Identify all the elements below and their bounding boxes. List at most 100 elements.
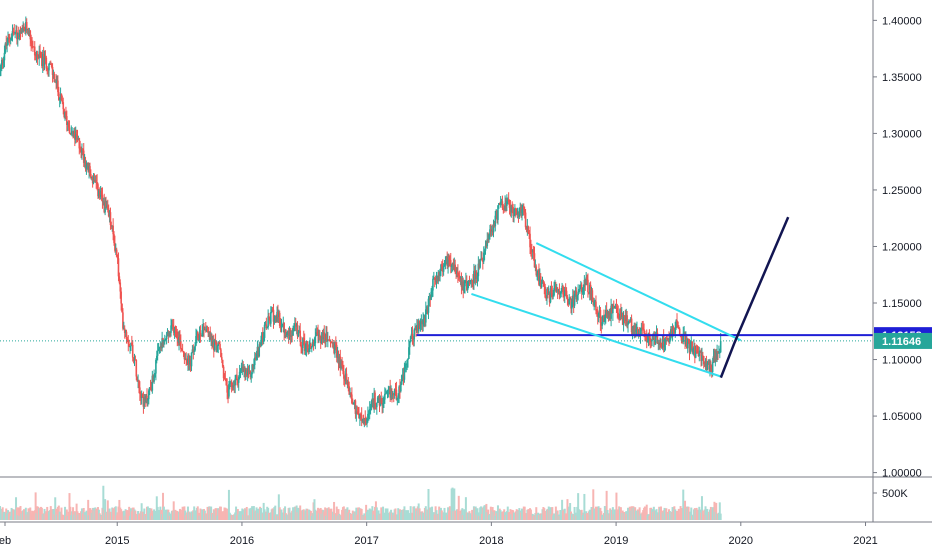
candle-body — [567, 299, 570, 305]
channel-upper-line[interactable] — [535, 242, 742, 342]
time-tick-label: eb — [0, 535, 11, 547]
candle-body — [425, 309, 427, 323]
candle-body — [487, 238, 489, 240]
price-tick-label: 1.05000 — [882, 411, 922, 423]
candle-body — [556, 288, 559, 292]
candle-body — [244, 368, 246, 374]
candle-body — [26, 28, 29, 30]
candle-body — [623, 315, 626, 317]
candle-body — [200, 335, 203, 337]
candle-body — [632, 327, 635, 334]
candle-body — [419, 323, 422, 327]
candle-body — [320, 336, 323, 344]
volume-bar — [104, 499, 107, 520]
candle-body — [705, 361, 708, 371]
candle-body — [570, 298, 572, 309]
candle-body — [190, 352, 193, 367]
volume-bar — [577, 493, 580, 520]
volume-bar — [463, 509, 466, 520]
candle-body — [418, 321, 421, 327]
candle-body — [630, 318, 633, 333]
candle-body — [78, 137, 81, 149]
channel-lower-line[interactable] — [471, 293, 722, 378]
candle-body — [668, 338, 670, 343]
volume-bar — [274, 505, 277, 520]
candle-body — [508, 201, 511, 208]
candle-body — [155, 355, 158, 361]
candle-body — [205, 330, 208, 332]
candle-body — [88, 166, 90, 172]
candle-body — [196, 331, 199, 339]
drawings-layer[interactable] — [0, 216, 873, 379]
candle-body — [584, 279, 587, 285]
candle-body — [606, 310, 609, 315]
candle-body — [669, 338, 671, 343]
candle-body — [710, 365, 712, 368]
candle-body — [288, 329, 291, 337]
volume-bar — [569, 503, 572, 520]
candle-body — [309, 344, 311, 349]
candle-body — [131, 342, 133, 345]
candle-body — [210, 337, 212, 340]
candle-body — [536, 274, 538, 276]
candle-body — [143, 397, 146, 407]
candle-body — [674, 328, 677, 334]
candle-body — [251, 364, 253, 375]
candle-body — [715, 351, 718, 360]
volume-bar — [292, 507, 295, 520]
candle-body — [150, 388, 153, 391]
candle-body — [277, 311, 279, 317]
candle-body — [392, 393, 394, 396]
candle-body — [2, 60, 5, 63]
candle-body — [432, 278, 434, 291]
candle-body — [82, 148, 84, 151]
volume-bar — [580, 509, 583, 520]
candle-body — [278, 312, 281, 326]
candle-body — [225, 379, 228, 386]
candle-body — [223, 378, 226, 380]
projection-path[interactable] — [719, 216, 790, 379]
candle-body — [271, 309, 274, 311]
candle-body — [610, 305, 612, 319]
candle-body — [245, 370, 248, 376]
candle-body — [469, 280, 472, 283]
candle-body — [417, 321, 420, 332]
volume-bar — [333, 501, 336, 520]
volume-bar — [87, 499, 90, 520]
candle-body — [306, 341, 309, 349]
candle-body — [670, 329, 673, 337]
volume-bar — [485, 503, 488, 520]
volume-bar — [34, 492, 37, 520]
candle-body — [657, 342, 660, 344]
candle-body — [151, 375, 154, 391]
candle-body — [365, 421, 367, 424]
candle-body — [233, 385, 236, 387]
candle-body — [435, 278, 438, 283]
candle-body — [176, 331, 179, 340]
candle-body — [46, 68, 49, 70]
volume-bar — [424, 506, 427, 520]
candle-body — [690, 341, 693, 344]
candle-body — [246, 368, 249, 376]
candle-body — [489, 229, 491, 235]
volume-bar — [480, 506, 483, 520]
candle-body — [620, 312, 623, 317]
volume-bar — [150, 508, 153, 520]
candle-body — [99, 191, 102, 197]
volume-bar — [483, 505, 486, 520]
volume-bar — [199, 508, 202, 520]
candle-body — [563, 294, 565, 297]
candle-body — [334, 343, 336, 354]
candle-body — [659, 343, 661, 345]
candle-body — [515, 209, 518, 215]
candle-body — [41, 54, 44, 66]
candle-body — [342, 366, 344, 372]
candle-body — [621, 312, 624, 325]
candle-body — [696, 351, 699, 353]
candle-body — [290, 335, 293, 337]
candle-body — [327, 339, 330, 341]
candle-body — [613, 306, 616, 309]
candle-body — [219, 344, 221, 350]
